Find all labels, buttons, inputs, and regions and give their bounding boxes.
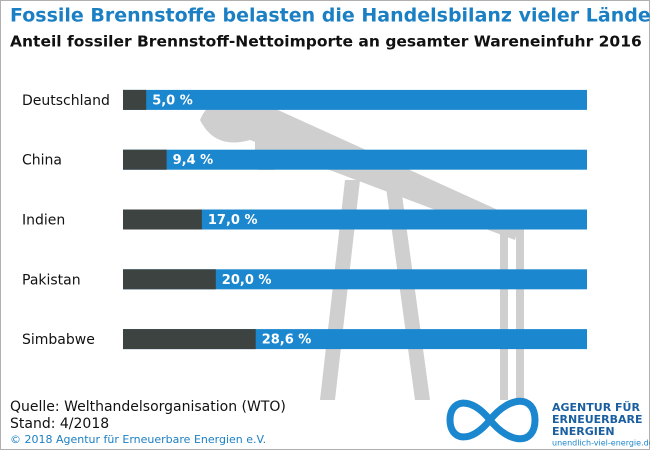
- y-tick-label: China: [22, 153, 62, 169]
- bar-track: [123, 209, 587, 230]
- stand: Stand: 4/2018: [10, 416, 109, 432]
- source: Quelle: Welthandelsorganisation (WTO): [10, 399, 286, 415]
- y-tick-label: Deutschland: [22, 93, 110, 109]
- value-label: 17,0 %: [208, 213, 258, 228]
- value-label: 28,6 %: [262, 333, 312, 348]
- y-tick-label: Pakistan: [22, 272, 81, 288]
- value-label: 5,0 %: [152, 93, 193, 108]
- bar: [123, 89, 147, 110]
- bar-track: [123, 269, 587, 290]
- logo-text: ENERGIEN: [552, 425, 615, 438]
- value-label: 9,4 %: [173, 153, 214, 168]
- y-tick-label: Indien: [22, 213, 65, 229]
- bar-track: [123, 149, 587, 170]
- bar-track: [123, 89, 587, 110]
- y-tick-label: Simbabwe: [22, 332, 95, 348]
- bar: [123, 209, 202, 230]
- chart-subtitle: Anteil fossiler Brennstoff-Nettoimporte …: [10, 33, 642, 51]
- logo-text: ERNEUERBARE: [552, 413, 643, 426]
- logo-url: unendlich-viel-energie.de: [552, 439, 650, 448]
- bar: [123, 329, 256, 350]
- bar: [123, 269, 216, 290]
- logo-symbol: [446, 397, 539, 443]
- copyright: © 2018 Agentur für Erneuerbare Energien …: [10, 433, 266, 446]
- chart-title: Fossile Brennstoffe belasten die Handels…: [10, 5, 650, 27]
- logo-text: AGENTUR FÜR: [552, 400, 640, 414]
- value-label: 20,0 %: [222, 273, 272, 288]
- bar: [123, 149, 167, 170]
